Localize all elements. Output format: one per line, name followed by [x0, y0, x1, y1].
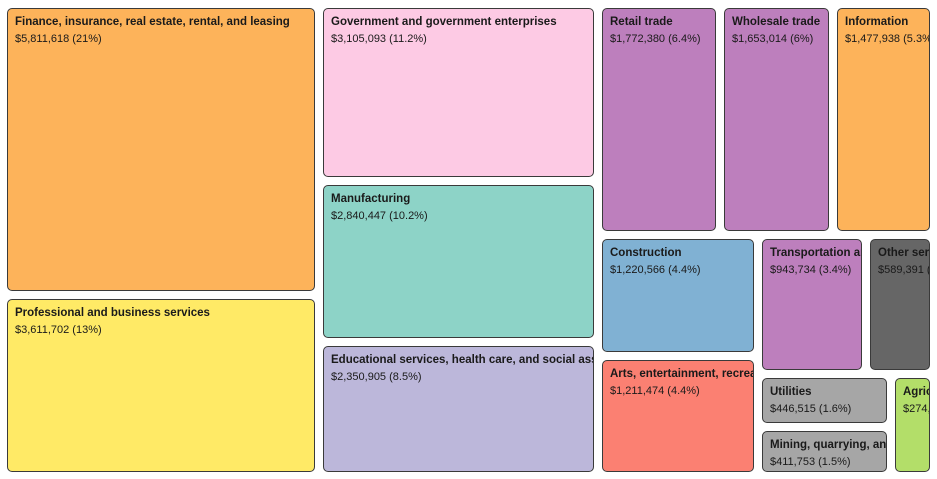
tile-label: Wholesale trade — [732, 16, 821, 28]
tile-value-label: $3,105,093 (11.2%) — [331, 33, 427, 45]
treemap-tile[interactable]: Utilities $446,515 (1.6%) — [762, 378, 887, 423]
tile-label: Utilities — [770, 386, 812, 398]
tile-label: Other services — [878, 247, 930, 259]
treemap-tile[interactable]: Educational services, health care, and s… — [323, 346, 594, 472]
tile-label: Professional and business services — [15, 307, 210, 319]
tile-label: Finance, insurance, real estate, rental,… — [15, 16, 290, 28]
tile-value-label: $446,515 (1.6%) — [770, 403, 852, 415]
tile-value-label: $274, — [903, 403, 930, 415]
tile-value-label: $589,391 (2.1%) — [878, 264, 929, 276]
tile-label: Mining, quarrying, and oil and gas extra… — [770, 439, 887, 451]
treemap-tile[interactable]: Manufacturing $2,840,447 (10.2%) — [323, 185, 594, 338]
tile-value-label: $943,734 (3.4%) — [770, 264, 852, 276]
treemap-tile[interactable]: Construction $1,220,566 (4.4%) — [602, 239, 754, 352]
tile-label: Government and government enterprises — [331, 16, 557, 28]
tile-label: Retail trade — [610, 16, 673, 28]
tile-label: Construction — [610, 247, 682, 259]
tile-value-label: $2,350,905 (8.5%) — [331, 371, 422, 383]
treemap-tile[interactable]: Transportation and warehousing $943,734 (… — [762, 239, 862, 370]
treemap-tile[interactable]: Mining, quarrying, and oil and gas extra… — [762, 431, 887, 472]
treemap-tile[interactable]: Information $1,477,938 (5.3%) — [837, 8, 930, 231]
tile-label: Information — [845, 16, 909, 28]
treemap-tile[interactable]: Arts, entertainment, recreation, accommo… — [602, 360, 754, 472]
treemap-tile[interactable]: Finance, insurance, real estate, rental,… — [7, 8, 315, 291]
tile-value-label: $1,211,474 (4.4%) — [610, 385, 700, 397]
tile-value-label: $1,653,014 (6%) — [732, 33, 814, 45]
tile-value-label: $5,811,618 (21%) — [15, 33, 102, 45]
tile-value-label: $1,220,566 (4.4%) — [610, 264, 701, 276]
tile-label: Educational services, health care, and s… — [331, 354, 593, 366]
tile-value-label: $411,753 (1.5%) — [770, 456, 851, 468]
treemap-tile[interactable]: Government and government enterprises $3,… — [323, 8, 594, 177]
treemap-tile[interactable]: Professional and business services $3,611… — [7, 299, 315, 472]
treemap-tile[interactable]: Other services $589,391 (2.1%) — [870, 239, 930, 370]
tile-value-label: $1,772,380 (6.4%) — [610, 33, 701, 45]
treemap-tile[interactable]: Agriculture, forestry, fishing, and hunt… — [895, 378, 930, 472]
treemap-tile[interactable]: Wholesale trade $1,653,014 (6%) — [724, 8, 829, 231]
tile-label: Arts, entertainment, recreation, accommo… — [610, 368, 753, 380]
tile-label: Transportation and warehousing — [770, 247, 861, 259]
tile-value-label: $3,611,702 (13%) — [15, 324, 102, 336]
tile-value-label: $2,840,447 (10.2%) — [331, 210, 428, 222]
tile-value-label: $1,477,938 (5.3%) — [845, 33, 930, 45]
treemap-tile[interactable]: Retail trade $1,772,380 (6.4%) — [602, 8, 716, 231]
tile-label: Agriculture, forestry, fishing, and hunt… — [903, 386, 929, 398]
tile-label: Manufacturing — [331, 193, 411, 205]
